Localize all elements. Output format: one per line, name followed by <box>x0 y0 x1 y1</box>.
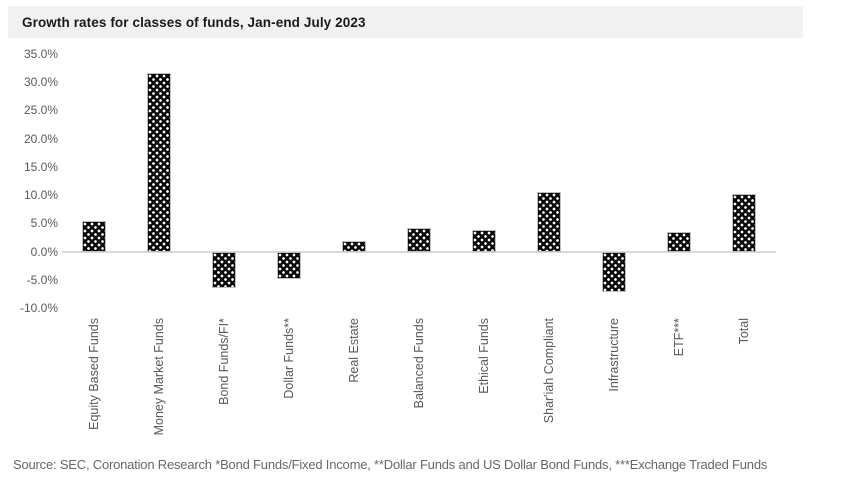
x-category-label-bond-funds-fi: Bond Funds/FI* <box>217 318 232 405</box>
x-category-label-shar-iah-compliant: Shar'iah Compliant <box>541 318 556 424</box>
x-category-label-infrastructure: Infrastructure <box>606 318 621 392</box>
bar-bond-funds-fi <box>212 251 237 289</box>
bar-ethical-funds <box>471 230 496 252</box>
bar-dollar-funds <box>277 251 302 280</box>
y-tick-label-15: 15.0% <box>23 159 58 174</box>
y-tick-label-35: 35.0% <box>23 47 58 61</box>
source-note: Source: SEC, Coronation Research *Bond F… <box>13 457 768 472</box>
x-category-label-equity-based-funds: Equity Based Funds <box>87 318 102 430</box>
y-tick-label-10: 10.0% <box>23 188 58 203</box>
bar-equity-based-funds <box>82 220 107 252</box>
y-tick-label-25: 25.0% <box>23 103 58 118</box>
chart-area: 35.0% 30.0% 25.0% 20.0% 15.0% 10.0% 5.0% 0.0% -5… <box>19 47 776 436</box>
y-tick-label--5: -5.0% <box>26 272 58 287</box>
x-category-label-balanced-funds: Balanced Funds <box>412 318 426 409</box>
bar-total <box>731 193 756 252</box>
bar-etf <box>666 232 691 252</box>
bar-money-market-funds <box>147 73 172 252</box>
x-axis-line <box>62 250 776 253</box>
bar-balanced-funds <box>407 228 431 252</box>
x-category-label-ethical-funds: Ethical Funds <box>476 318 491 394</box>
bar-real-estate <box>342 240 367 252</box>
y-tick-label-0: 0.0% <box>30 244 58 259</box>
y-tick-label-30: 30.0% <box>23 75 58 90</box>
x-category-label-dollar-funds: Dollar Funds** <box>282 318 297 399</box>
x-category-label-etf: ETF*** <box>671 318 686 357</box>
y-tick-label-5: 5.0% <box>30 216 58 231</box>
bar-infrastructure <box>601 251 626 292</box>
x-category-label-money-market-funds: Money Market Funds <box>152 318 167 436</box>
y-tick-label--10: -10.0% <box>19 301 58 315</box>
x-category-label-real-estate: Real Estate <box>347 318 362 383</box>
y-tick-label-20: 20.0% <box>23 131 58 146</box>
x-category-label-total: Total <box>736 318 751 345</box>
chart-title-bar: Growth rates for classes of funds, Jan-e… <box>8 6 803 38</box>
bar-shar-iah-compliant <box>536 191 561 252</box>
chart-title: Growth rates for classes of funds, Jan-e… <box>22 14 366 30</box>
